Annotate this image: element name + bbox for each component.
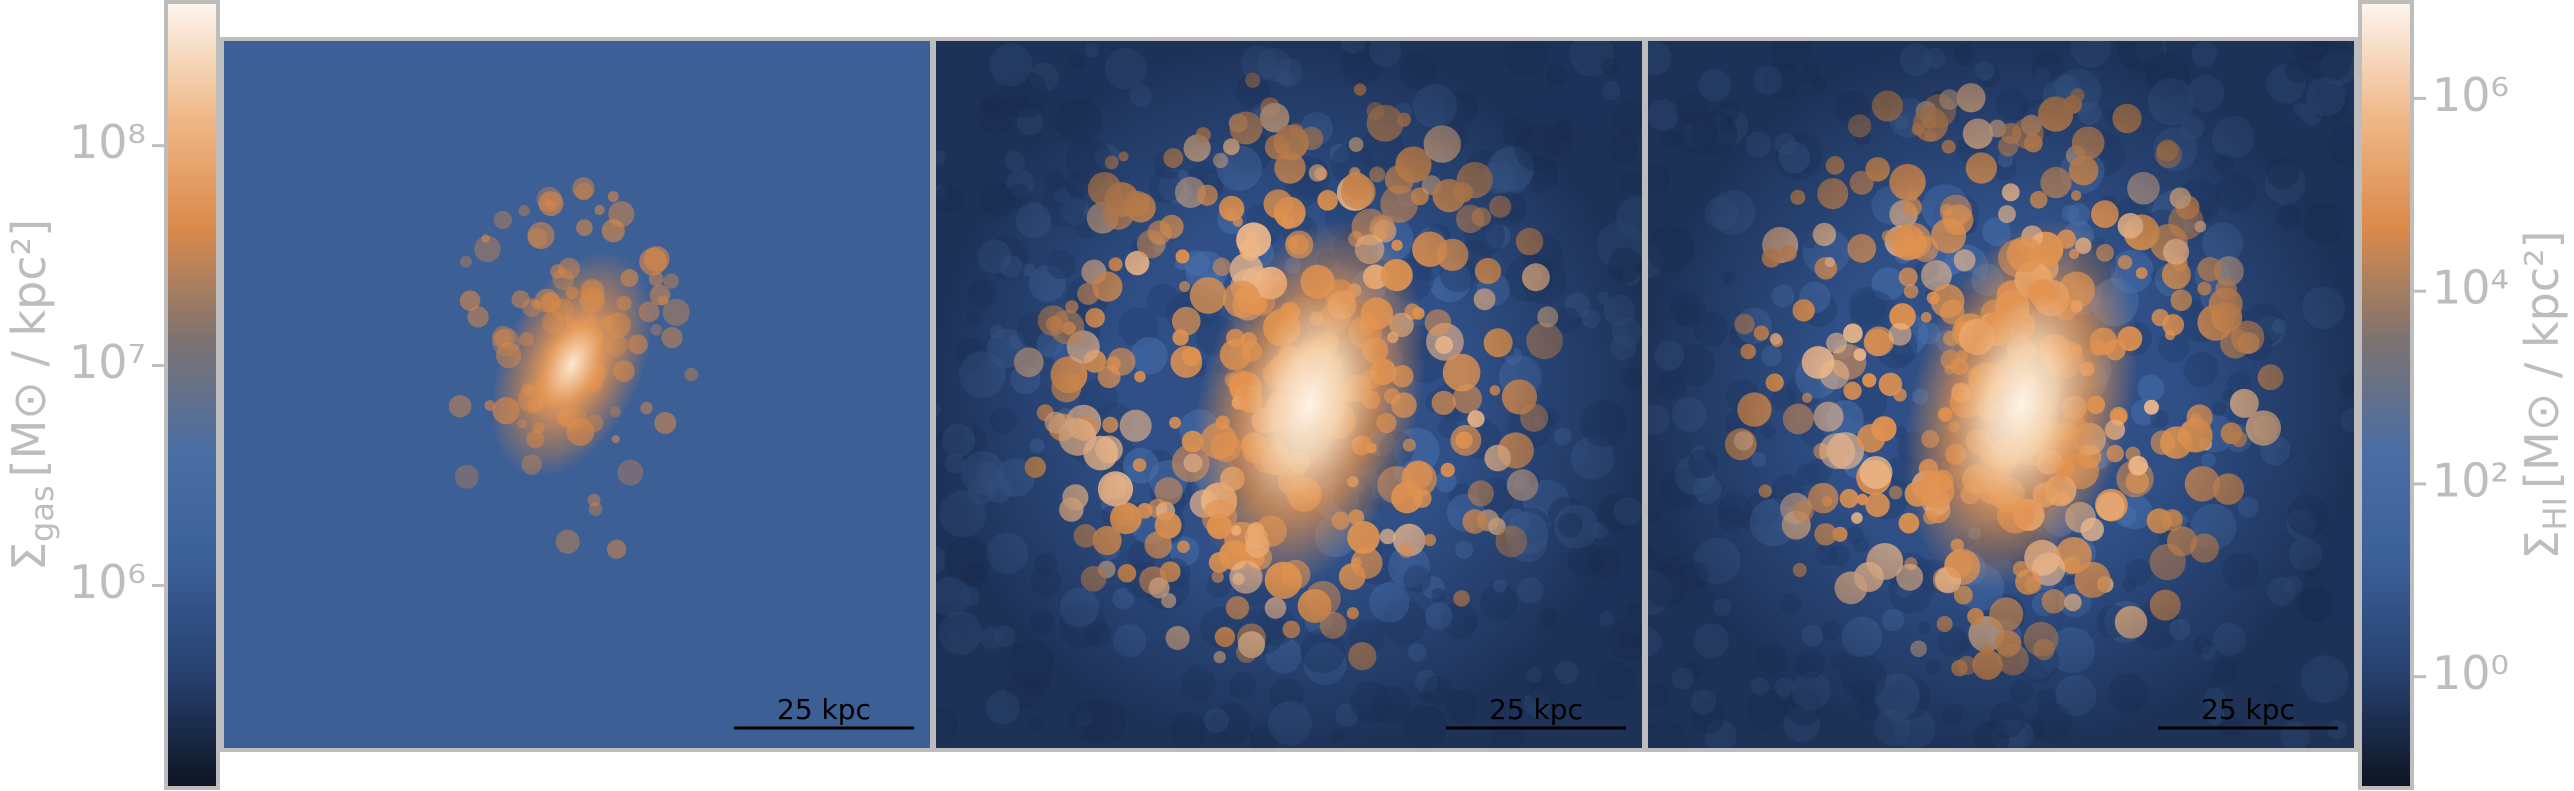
gas-clump: [587, 493, 601, 507]
colorbar: [2358, 0, 2414, 790]
panel-frame: [1644, 37, 2358, 752]
gas-clump: [588, 502, 603, 517]
gas-clump: [536, 186, 562, 212]
gas-clump: [649, 284, 671, 306]
gas-clump: [684, 367, 699, 382]
gas-clump: [448, 394, 472, 418]
vignette: [934, 39, 1644, 750]
gas-clump: [640, 401, 653, 415]
gas-clump: [454, 464, 479, 489]
gas-clump: [511, 290, 530, 309]
axis-title-part: HI: [2536, 497, 2574, 531]
gas-clump: [460, 255, 472, 268]
gas-clump: [538, 191, 564, 217]
gas-clump: [481, 234, 490, 243]
gas-clump: [648, 271, 664, 287]
gas-clump: [607, 191, 619, 203]
gas-clump: [611, 435, 620, 444]
map-panel: [934, 39, 1644, 750]
tick-label: 10⁷: [69, 335, 146, 389]
gas-clump: [606, 539, 627, 559]
scale-bar-label: 25 kpc: [2201, 693, 2295, 726]
axis-title-part: [M⊙ / kpc²]: [2515, 230, 2569, 488]
axis-title-part: gas: [23, 485, 61, 542]
tick-label: 10²: [2432, 453, 2509, 507]
gas-clump: [617, 459, 644, 486]
gas-clump: [527, 227, 548, 248]
tick-label: 10⁶: [69, 555, 146, 609]
map-panel: [222, 39, 932, 750]
axis-title-part: Σ: [2515, 530, 2569, 559]
gas-clump: [650, 324, 663, 336]
gas-clump: [661, 326, 683, 349]
gas-clump: [662, 298, 690, 326]
gas-clump: [594, 204, 605, 216]
gas-clump: [474, 235, 501, 263]
axis-title-part: Σ: [2, 542, 56, 571]
gas-clump: [555, 529, 580, 554]
gas-clump: [459, 290, 481, 311]
gas-clump: [663, 273, 679, 289]
axis-title: ΣHI [M⊙ / kpc²]: [2515, 230, 2574, 559]
vignette: [1646, 39, 2356, 750]
colorbar: [164, 0, 220, 790]
gas-clump: [493, 210, 513, 230]
gas-clump: [576, 219, 593, 237]
gas-clump: [467, 306, 489, 328]
gas-clump: [601, 219, 625, 243]
gas-clump: [518, 204, 530, 217]
axis-title-part: [M⊙ / kpc²]: [2, 219, 56, 477]
gas-clump: [639, 247, 668, 276]
map-panel: [1646, 39, 2356, 750]
tick-label: 10⁸: [69, 115, 146, 169]
tick-label: 10⁰: [2432, 646, 2509, 700]
axis-title: Σgas [M⊙ / kpc²]: [2, 219, 62, 571]
gas-clump: [527, 221, 555, 250]
gas-clump: [572, 177, 595, 200]
scale-bar-label: 25 kpc: [777, 693, 871, 726]
gas-clump: [654, 411, 677, 434]
galaxy-core: [490, 251, 654, 478]
tick-label: 10⁴: [2432, 261, 2509, 315]
scale-bar-label: 25 kpc: [1489, 693, 1583, 726]
tick-label: 10⁶: [2432, 68, 2509, 122]
